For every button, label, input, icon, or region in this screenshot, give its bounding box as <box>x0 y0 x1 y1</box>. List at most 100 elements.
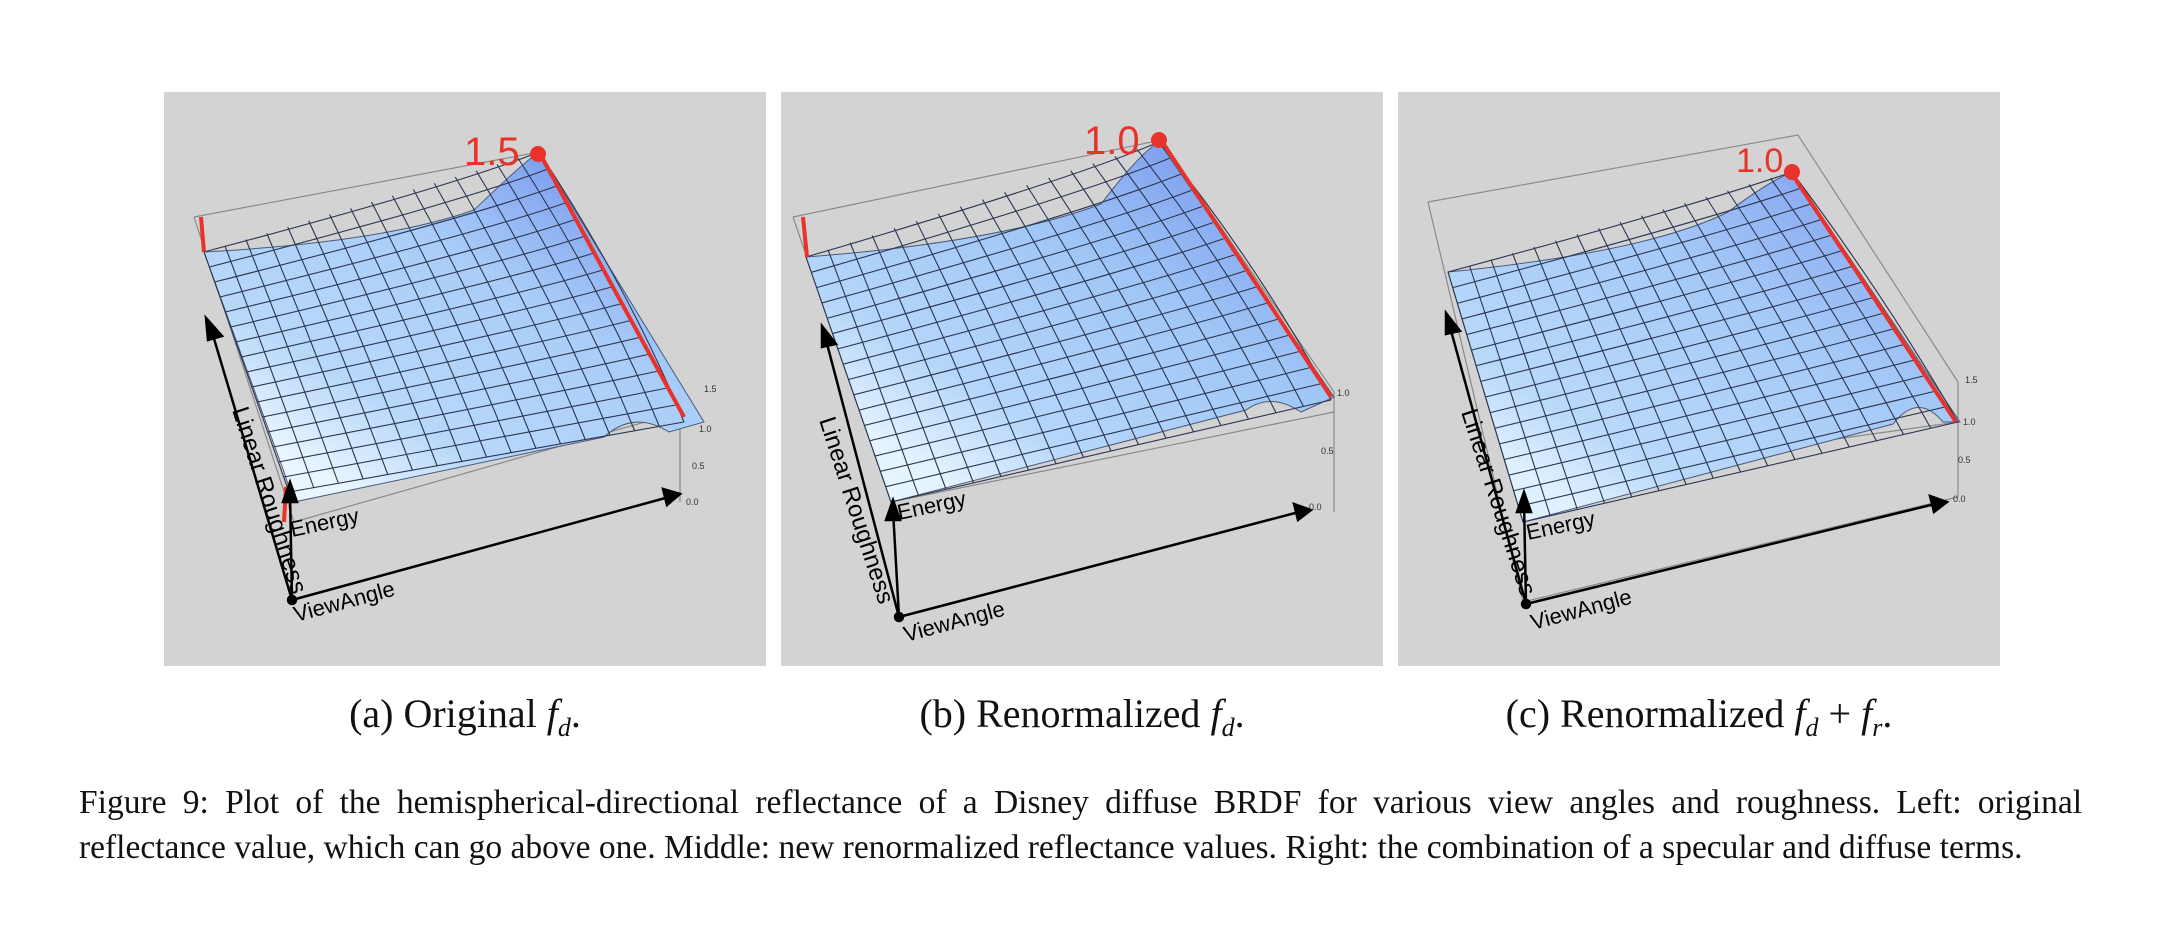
grid-line <box>1475 265 1855 367</box>
surface-grid <box>805 141 1332 503</box>
tick-label: 0.0 <box>1953 494 1966 504</box>
figure-caption: Figure 9: Plot of the hemispherical-dire… <box>79 784 2082 866</box>
grid-line <box>864 318 1278 426</box>
plot-panel-original: 1.5 Linear Roughness Energy ViewAngle 1.… <box>164 92 766 666</box>
subcaption-text: (b) Renormalized <box>919 691 1211 736</box>
peak-marker <box>1151 132 1167 148</box>
highlight-lines <box>801 138 1333 399</box>
grid-line <box>517 157 660 427</box>
tick-label: 1.5 <box>704 384 717 394</box>
peak-label: 1.0 <box>1736 142 1783 180</box>
math-subscript: d <box>1805 713 1819 742</box>
grid-line <box>1518 405 1948 507</box>
grid-line <box>288 421 685 493</box>
grid-line <box>329 214 438 466</box>
grid-line <box>251 303 621 388</box>
grid-line <box>1499 343 1907 445</box>
surface-plot-renormalized-combined: 1.0 Linear Roughness Energy ViewAngle 1.… <box>1427 134 1978 635</box>
grid-line <box>1114 156 1277 413</box>
grid-line <box>235 252 594 343</box>
math-symbol: f <box>1794 691 1806 736</box>
grid-line <box>1466 233 1834 336</box>
math-symbol: f <box>1861 691 1873 736</box>
grid-line <box>1452 187 1803 289</box>
subcaption-a: (a) Original fd. <box>164 690 766 743</box>
grid-line <box>246 286 612 373</box>
grid-line <box>283 404 676 478</box>
grid-line <box>1513 390 1938 492</box>
tick-label: 1.0 <box>1963 417 1976 427</box>
grid-line <box>266 233 364 480</box>
grid-line <box>1504 358 1917 461</box>
grid-line <box>287 226 389 475</box>
grid-line <box>267 353 648 433</box>
grid-line <box>1070 170 1222 426</box>
grid-line <box>475 170 611 436</box>
grid-line <box>308 220 413 471</box>
grid-line <box>1522 421 1959 523</box>
tick-label: 0.5 <box>1321 446 1334 456</box>
grid-line <box>1004 192 1140 445</box>
grid-line <box>391 195 512 453</box>
tick-labels: 1.5 1.0 0.5 0.0 <box>1953 375 1978 504</box>
grid-line <box>454 176 586 440</box>
tick-label: 1.0 <box>699 424 712 434</box>
tick-labels: 1.0 0.5 0.0 <box>1309 388 1350 512</box>
grid-line <box>1092 163 1249 420</box>
grid-line <box>853 286 1256 396</box>
reflectance-surface <box>203 151 705 503</box>
grid-line <box>869 334 1289 442</box>
grid-line <box>1026 184 1167 439</box>
axes <box>204 314 683 606</box>
grid-line <box>219 202 567 298</box>
grid-line <box>257 320 630 403</box>
peak-marker <box>530 146 546 162</box>
axis-label-energy: Energy <box>288 503 361 542</box>
grid-line <box>262 337 639 418</box>
subcaption-suffix: . <box>1882 691 1893 736</box>
grid-line <box>843 254 1235 365</box>
math-subscript: r <box>1872 713 1883 742</box>
subcaption-suffix: . <box>1234 691 1245 736</box>
grid-line <box>858 302 1267 411</box>
tick-label: 0.5 <box>692 461 705 471</box>
grid-line <box>893 228 1002 477</box>
peak-label: 1.5 <box>464 130 520 174</box>
grid-line <box>1490 312 1886 414</box>
math-subscript: d <box>557 713 571 742</box>
grid-line <box>230 235 585 328</box>
grid-line <box>214 185 558 283</box>
grid-line <box>241 269 603 358</box>
grid-line <box>433 182 562 445</box>
highlight-lines <box>1790 172 1958 424</box>
math-symbol: f <box>546 691 558 736</box>
grid-line <box>871 235 975 484</box>
grid-line <box>874 351 1299 457</box>
plot-panel-renormalized: 1.0 Linear Roughness Energy ViewAngle 1.… <box>781 92 1383 666</box>
grid-line <box>915 220 1030 471</box>
grid-line <box>225 218 576 313</box>
plot-panel-renormalized-combined: 1.0 Linear Roughness Energy ViewAngle 1.… <box>1398 92 2000 666</box>
grid-line <box>885 383 1321 488</box>
grid-line <box>1471 249 1845 351</box>
subcaption-text: (c) Renormalized <box>1505 691 1795 736</box>
grid-line <box>837 238 1224 350</box>
tick-label: 0.0 <box>686 497 699 507</box>
surface-plot-original: 1.5 Linear Roughness Energy ViewAngle 1.… <box>193 130 717 627</box>
tick-label: 1.5 <box>1965 375 1978 385</box>
surface-grid <box>1447 171 1959 523</box>
grid-line <box>1791 171 1959 423</box>
grid-line <box>1048 177 1194 433</box>
grid-line <box>937 213 1057 464</box>
tick-label: 0.5 <box>1958 455 1971 465</box>
grid-line <box>848 270 1246 381</box>
subcaption-suffix: . <box>570 691 581 736</box>
grid-line <box>1480 280 1865 382</box>
grid-line <box>1136 148 1304 407</box>
grid-line <box>209 168 549 268</box>
subcaption-operator: + <box>1818 691 1862 736</box>
grid-line <box>1508 374 1928 476</box>
grid-line <box>412 189 537 449</box>
tick-label: 1.0 <box>1337 388 1350 398</box>
grid-line <box>350 208 463 462</box>
